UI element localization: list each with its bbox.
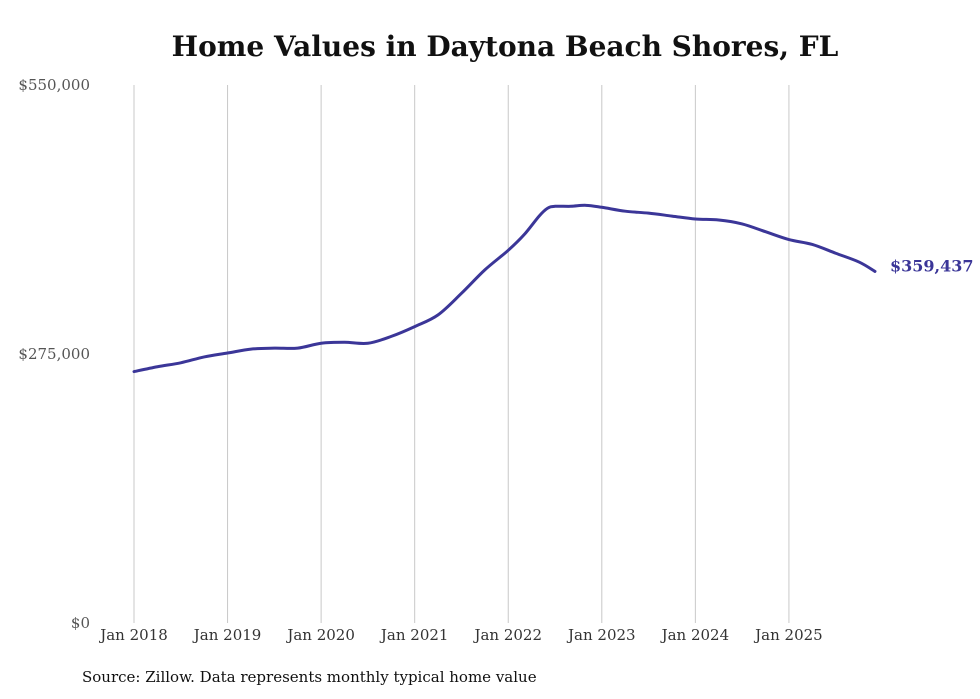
y-tick-label: $275,000 xyxy=(18,345,90,363)
chart-title: Home Values in Daytona Beach Shores, FL xyxy=(171,30,839,63)
x-tick-label: Jan 2025 xyxy=(753,626,823,644)
x-tick-label: Jan 2020 xyxy=(285,626,355,644)
x-tick-label: Jan 2021 xyxy=(379,626,449,644)
axis-layer: Jan 2018 Jan 2019 Jan 2020 Jan 2021 Jan 2022… xyxy=(18,76,822,644)
end-value-label: $359,437 xyxy=(890,256,974,275)
series-line-0 xyxy=(132,203,877,374)
y-tick-label: $0 xyxy=(71,614,90,632)
source-note: Source: Zillow. Data represents monthly … xyxy=(82,668,537,686)
label-layer: $359,437 xyxy=(890,256,974,275)
y-tick-label: $550,000 xyxy=(18,76,90,94)
x-tick-label: Jan 2024 xyxy=(660,626,730,644)
series-layer xyxy=(132,203,877,374)
grid-layer xyxy=(133,85,790,623)
x-tick-label: Jan 2019 xyxy=(192,626,262,644)
x-tick-label: Jan 2018 xyxy=(98,626,168,644)
x-tick-label: Jan 2023 xyxy=(566,626,636,644)
x-tick-label: Jan 2022 xyxy=(472,626,542,644)
